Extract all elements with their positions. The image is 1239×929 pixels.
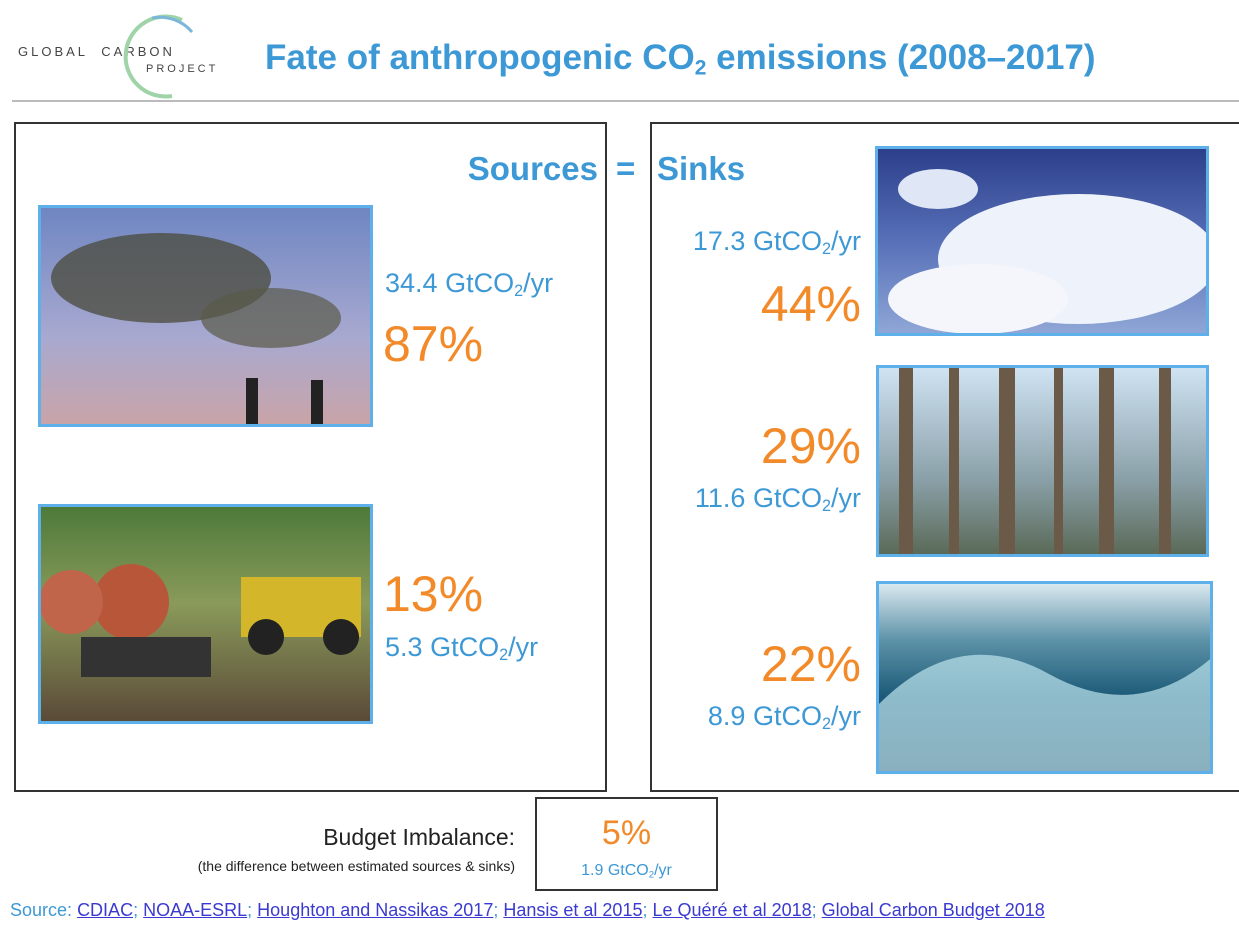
forest-image	[876, 365, 1209, 557]
separator: ;	[493, 900, 499, 920]
sink-percent: 22%	[760, 636, 861, 692]
imbalance-label: Budget Imbalance:	[323, 824, 515, 850]
sinks-box	[650, 122, 1239, 792]
source-amount: 34.4 GtCO2/yr	[385, 268, 554, 301]
separator: ;	[133, 900, 139, 920]
ocean-image	[876, 581, 1213, 774]
smokestack-image	[38, 205, 373, 427]
title: Fate of anthropogenic CO2 emissions (200…	[265, 38, 1096, 80]
imbalance-note: (the difference between estimated source…	[197, 858, 515, 874]
separator: ;	[811, 900, 817, 920]
logo-text: PROJECT	[146, 63, 219, 75]
sources-box	[14, 122, 607, 792]
imbalance-amount: 1.9 GtCO2/yr	[581, 862, 672, 881]
source-percent: 13%	[383, 566, 484, 622]
divider	[12, 100, 1239, 102]
source-link[interactable]: CDIAC	[77, 900, 134, 920]
sinks-label: Sinks	[657, 150, 746, 187]
logo-text: GLOBAL CARBON	[18, 44, 175, 59]
clouds-image	[875, 146, 1209, 336]
imbalance-box	[535, 797, 718, 891]
equals: =	[616, 150, 636, 187]
sink-amount: 8.9 GtCO2/yr	[707, 701, 861, 734]
logging-image	[38, 504, 373, 724]
source-link[interactable]: NOAA-ESRL	[143, 900, 248, 920]
source-link[interactable]: Hansis et al 2015	[503, 900, 643, 920]
source-link[interactable]: Global Carbon Budget 2018	[821, 900, 1045, 920]
source-line: Source: CDIAC; NOAA-ESRL; Houghton and N…	[10, 900, 1045, 921]
source-prefix: Source:	[10, 900, 73, 920]
separator: ;	[247, 900, 253, 920]
sink-percent: 44%	[760, 276, 861, 332]
logo-arc	[123, 14, 194, 99]
source-link[interactable]: Houghton and Nassikas 2017	[257, 900, 494, 920]
source-amount: 5.3 GtCO2/yr	[385, 632, 539, 665]
separator: ;	[642, 900, 648, 920]
imbalance-percent: 5%	[601, 814, 652, 852]
source-link[interactable]: Le Quéré et al 2018	[652, 900, 812, 920]
sink-percent: 29%	[760, 418, 861, 474]
sink-amount: 17.3 GtCO2/yr	[692, 226, 861, 259]
source-percent: 87%	[383, 316, 484, 372]
sink-amount: 11.6 GtCO2/yr	[694, 483, 861, 516]
sources-label: Sources	[467, 150, 598, 187]
